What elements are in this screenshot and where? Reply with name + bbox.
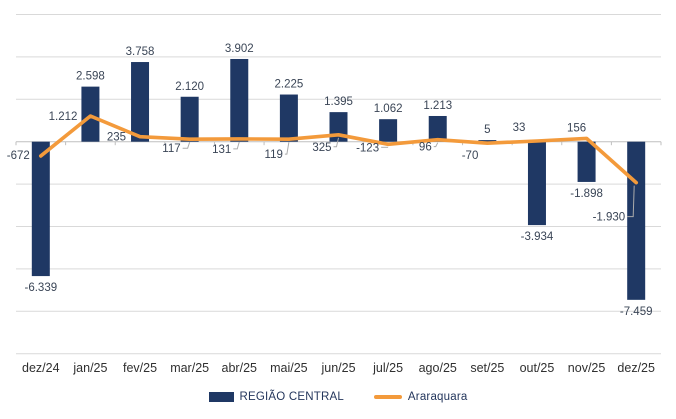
- line-data-label: 235: [107, 132, 126, 144]
- x-axis-label-ago/25: ago/25: [419, 361, 457, 375]
- label-leader-line: [433, 142, 439, 148]
- combo-chart: -6.339 2.598 3.758 2.120 3.902 2.225 1.395 1.06…: [7, 14, 662, 375]
- line-data-label: 96: [419, 142, 432, 154]
- line-data-label: 117: [162, 143, 180, 155]
- line-data-label: -1.930: [593, 212, 626, 224]
- line-data-label: 156: [567, 122, 586, 134]
- line-data-label: -70: [462, 150, 479, 162]
- x-axis-label-jun/25: jun/25: [320, 361, 355, 375]
- x-axis-label-mar/25: mar/25: [170, 361, 209, 375]
- x-axis-label-dez/24: dez/24: [22, 361, 60, 375]
- x-axis-label-jul/25: jul/25: [372, 361, 403, 375]
- bar-jul/25: [379, 119, 398, 142]
- line-data-label: 33: [513, 122, 526, 134]
- line-data-label: -123: [356, 142, 379, 154]
- line-data-label: 1.212: [49, 111, 78, 123]
- x-axis-label-set/25: set/25: [470, 361, 504, 375]
- bar-fev/25: [131, 62, 150, 142]
- line-data-label: 119: [265, 149, 283, 161]
- x-axis-label-out/25: out/25: [520, 361, 555, 375]
- label-leader-line: [233, 141, 240, 150]
- line-series-araraquara: [39, 114, 638, 185]
- bar-data-label: 1.395: [324, 96, 353, 108]
- bar-data-label: 3.902: [225, 43, 254, 55]
- bar-data-label: 2.598: [76, 71, 105, 83]
- label-leader-line: [333, 137, 339, 148]
- bar-data-label: 3.758: [126, 46, 155, 58]
- bar-data-label: -7.459: [620, 306, 653, 318]
- bar-dez/24: [31, 141, 50, 277]
- line-data-label: 131: [212, 144, 231, 156]
- bar-data-label: -3.934: [521, 231, 554, 243]
- legend-item-regiao-central: REGIÃO CENTRAL: [208, 391, 344, 403]
- x-axis-label-fev/25: fev/25: [123, 361, 157, 375]
- bar-data-label: 1.062: [374, 103, 403, 115]
- bar-data-label: -1.898: [570, 188, 603, 200]
- bar-data-label: -6.339: [25, 282, 58, 294]
- bar-data-label: 2.120: [175, 81, 204, 93]
- x-axis-label-abr/25: abr/25: [222, 361, 257, 375]
- line-data-label: 325: [312, 142, 331, 154]
- x-axis-label-mai/25: mai/25: [270, 361, 308, 375]
- bar-set/25: [478, 140, 497, 142]
- bar-data-label: 2.225: [274, 79, 303, 91]
- label-leader-line: [182, 142, 191, 149]
- label-leader-line: [627, 185, 635, 218]
- x-axis-label-jan/25: jan/25: [72, 361, 107, 375]
- bar-mar/25: [180, 96, 199, 142]
- bar-mai/25: [279, 94, 298, 142]
- line-data-label: -672: [7, 150, 30, 162]
- x-axis-label-nov/25: nov/25: [568, 361, 606, 375]
- bar-nov/25: [577, 141, 596, 182]
- legend-item-araraquara: Araraquara: [373, 391, 468, 403]
- bar-out/25: [527, 141, 546, 226]
- legend-label-regiao-central: REGIÃO CENTRAL: [239, 391, 344, 403]
- bar-data-label: 1.213: [423, 100, 452, 112]
- bar-series-swatch-icon: [208, 392, 234, 402]
- bar-dez/25: [627, 141, 646, 300]
- x-axis-label-dez/25: dez/25: [617, 361, 655, 375]
- label-leader-line: [284, 142, 290, 155]
- chart-legend: REGIÃO CENTRAL Araraquara: [0, 387, 676, 407]
- legend-label-araraquara: Araraquara: [407, 391, 468, 403]
- bar-ago/25: [428, 115, 447, 142]
- bar-data-label: 5: [484, 124, 490, 136]
- line-series-swatch-icon: [373, 395, 402, 399]
- bar-abr/25: [230, 58, 249, 142]
- bar-jan/25: [81, 86, 100, 142]
